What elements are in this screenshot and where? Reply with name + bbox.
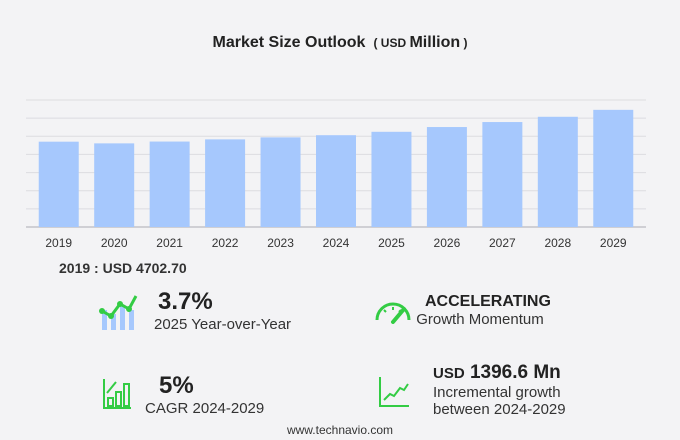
highlight-value: 2019 : USD 4702.70 bbox=[59, 260, 187, 276]
incremental-period: between 2024-2029 bbox=[433, 401, 566, 418]
bar-2022 bbox=[205, 139, 246, 227]
bar-2021 bbox=[149, 141, 190, 227]
yoy-label: 2025 Year-over-Year bbox=[154, 316, 292, 333]
incremental-label: Incremental growth bbox=[433, 384, 561, 401]
speedometer-icon bbox=[375, 302, 411, 324]
footer-url[interactable]: www.technavio.com bbox=[286, 423, 394, 437]
x-tick-label: 2019 bbox=[45, 236, 72, 250]
bar-chart: 2019 2020 2021 2022 2023 2024 2025 2026 2027 2028… bbox=[26, 99, 646, 250]
x-tick-label: 2025 bbox=[378, 236, 405, 250]
trend-line-icon bbox=[379, 377, 409, 407]
chart-title: Market Size Outlook ( USD Million ) bbox=[0, 34, 680, 52]
bar-2019 bbox=[38, 141, 79, 227]
incremental-value: 1396.6 Mn bbox=[469, 362, 561, 383]
x-tick-label: 2021 bbox=[156, 236, 183, 250]
incremental-prefix: USD bbox=[433, 365, 465, 382]
bar-2027 bbox=[482, 122, 523, 227]
bar-2025 bbox=[371, 131, 412, 227]
cagr-stat: 5% CAGR 2024-2029 bbox=[145, 372, 264, 417]
unit-prefix: USD bbox=[380, 36, 407, 50]
bar-chart-up-icon bbox=[103, 379, 131, 409]
unit-text: Million bbox=[409, 34, 461, 51]
cagr-value: 5% bbox=[159, 372, 194, 399]
x-tick-label: 2028 bbox=[544, 236, 571, 250]
x-tick-label: 2024 bbox=[323, 236, 350, 250]
x-tick-label: 2029 bbox=[600, 236, 627, 250]
incremental-stat: USD 1396.6 Mn Incremental growth between… bbox=[433, 362, 566, 418]
bar-2028 bbox=[537, 116, 578, 227]
title-text: Market Size Outlook bbox=[212, 34, 366, 51]
bar-2029 bbox=[593, 109, 634, 227]
bar-2024 bbox=[316, 135, 356, 227]
bar-2023 bbox=[260, 137, 301, 227]
momentum-value: ACCELERATING bbox=[425, 293, 551, 310]
yoy-stat: 3.7% 2025 Year-over-Year bbox=[154, 288, 291, 333]
x-tick-label: 2020 bbox=[101, 236, 128, 250]
x-tick-label: 2026 bbox=[434, 236, 461, 250]
x-tick-label: 2027 bbox=[489, 236, 516, 250]
x-tick-label: 2023 bbox=[267, 236, 294, 250]
momentum-stat: ACCELERATING Growth Momentum bbox=[416, 293, 551, 328]
momentum-label: Growth Momentum bbox=[416, 311, 544, 328]
cagr-label: CAGR 2024-2029 bbox=[145, 400, 265, 417]
bar-2020 bbox=[94, 143, 135, 227]
bar-2026 bbox=[426, 127, 467, 227]
chart-growth-icon bbox=[99, 295, 138, 330]
x-tick-label: 2022 bbox=[212, 236, 239, 250]
unit-label: ( USD Million ) bbox=[373, 34, 468, 51]
yoy-value: 3.7% bbox=[158, 288, 213, 315]
